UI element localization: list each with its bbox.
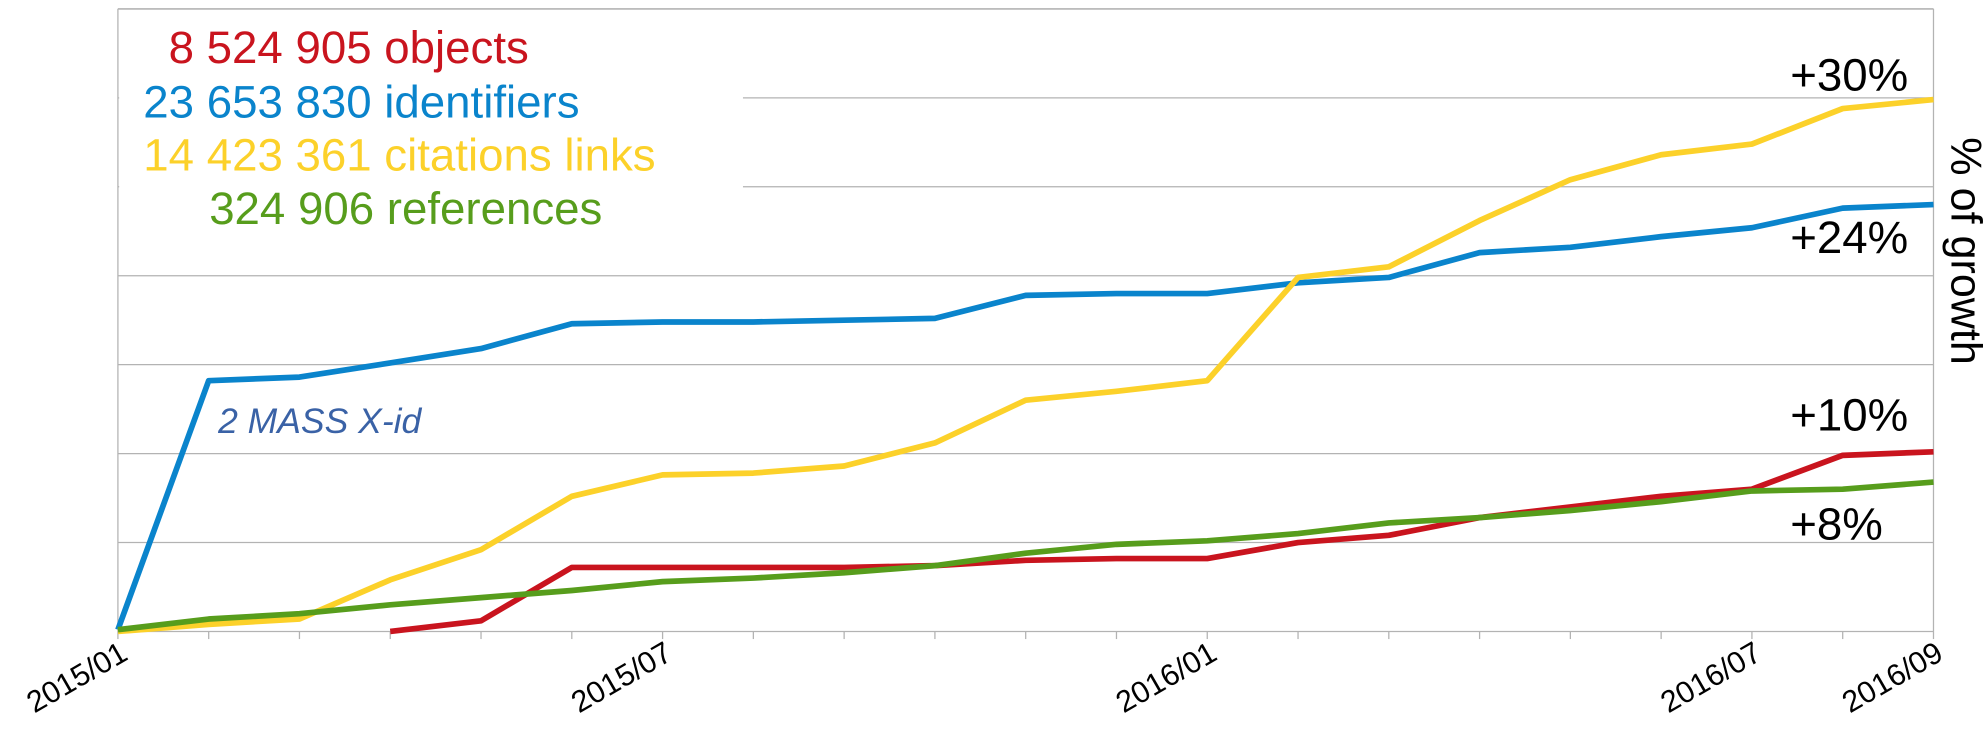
legend-background <box>119 10 743 191</box>
legend-entry: 23 653 830 identifiers <box>143 76 579 127</box>
x-tick-label: 2015/01 <box>21 635 133 719</box>
x-tick-label: 2016/07 <box>1655 635 1767 719</box>
y-axis-label: % of growth <box>1941 137 1988 365</box>
annotation: +24% <box>1790 212 1908 263</box>
legend-entry: 324 906 references <box>209 183 602 234</box>
series-line <box>389 448 1934 635</box>
annotation: +8% <box>1790 499 1883 550</box>
annotation: +30% <box>1790 50 1908 101</box>
legend-entry: 8 524 905 objects <box>169 22 529 73</box>
series-line <box>117 479 1934 633</box>
x-tick-label: 2016/01 <box>1110 635 1222 719</box>
annotation: 2 MASS X-id <box>217 401 422 441</box>
series-line <box>117 96 1934 635</box>
series-line <box>115 201 1934 631</box>
annotation: +10% <box>1790 390 1908 441</box>
x-tick-label: 2016/09 <box>1836 635 1948 719</box>
legend-entry: 14 423 361 citations links <box>143 130 655 181</box>
x-tick-label: 2015/07 <box>566 635 678 719</box>
